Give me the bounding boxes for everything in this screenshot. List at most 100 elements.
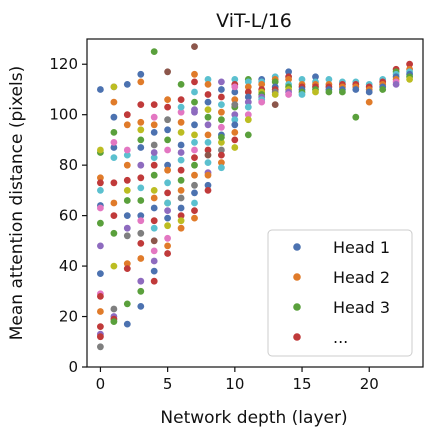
legend-marker <box>293 303 301 311</box>
data-point <box>97 146 104 154</box>
data-point <box>204 106 212 113</box>
y-tick-label: 60 <box>59 207 78 225</box>
data-point <box>218 78 225 86</box>
data-point <box>123 146 131 154</box>
data-point <box>231 76 239 83</box>
data-point <box>97 204 104 212</box>
data-point <box>218 134 225 141</box>
data-point <box>191 181 198 189</box>
data-point <box>110 113 118 121</box>
data-point <box>218 151 225 159</box>
data-point <box>110 144 118 151</box>
data-point <box>177 212 185 220</box>
data-point <box>365 88 373 96</box>
data-point <box>191 106 198 113</box>
data-point <box>231 88 239 96</box>
data-point <box>244 103 252 111</box>
data-point <box>123 111 131 119</box>
data-point <box>177 81 185 88</box>
data-point <box>150 247 158 255</box>
y-tick-label: 80 <box>59 156 78 174</box>
legend-entries: Head 1 Head 2 Head 3... <box>293 238 390 347</box>
data-point <box>164 136 172 144</box>
data-point <box>177 166 185 174</box>
data-point <box>150 237 158 245</box>
data-point <box>231 83 239 91</box>
data-point <box>298 91 306 98</box>
data-point <box>97 86 104 93</box>
data-point <box>137 184 145 192</box>
data-point <box>177 118 185 126</box>
data-point <box>110 179 118 187</box>
plot-frame <box>86 38 424 368</box>
data-point <box>191 121 198 129</box>
data-point <box>177 156 185 164</box>
data-point <box>352 113 360 121</box>
data-point <box>218 101 225 108</box>
data-point <box>110 98 118 106</box>
data-point <box>150 257 158 265</box>
data-point <box>177 204 185 212</box>
data-point <box>150 48 158 55</box>
data-point <box>97 187 104 194</box>
data-point <box>137 126 145 134</box>
data-point <box>204 91 212 98</box>
data-point <box>164 214 172 222</box>
legend-label: ... <box>333 328 348 347</box>
data-point <box>231 111 239 119</box>
legend-label: Head 1 <box>333 238 390 257</box>
data-point <box>177 149 185 156</box>
data-point <box>164 96 172 103</box>
y-axis-label: Mean attention distance (pixels) <box>7 66 27 340</box>
data-point <box>312 88 319 96</box>
data-point <box>164 161 172 169</box>
data-point <box>191 78 198 86</box>
data-point <box>97 219 104 227</box>
data-point <box>191 161 198 169</box>
data-point <box>97 323 104 330</box>
data-point <box>204 121 212 129</box>
data-point <box>123 232 131 240</box>
y-tick-label: 120 <box>49 55 78 73</box>
data-point <box>271 78 279 86</box>
data-point <box>150 154 158 162</box>
data-point <box>137 136 145 144</box>
data-point <box>177 96 185 103</box>
data-point <box>285 91 292 98</box>
data-point <box>191 98 198 106</box>
data-point <box>110 199 118 207</box>
data-point <box>218 86 225 93</box>
data-point <box>177 194 185 202</box>
data-point <box>150 267 158 275</box>
legend-marker <box>293 273 301 281</box>
data-point <box>244 93 252 101</box>
data-point <box>137 229 145 237</box>
data-point <box>110 318 118 325</box>
legend-label: Head 3 <box>333 298 390 317</box>
data-point <box>150 277 158 285</box>
data-point <box>123 161 131 169</box>
data-point <box>204 151 212 159</box>
data-point <box>123 151 131 159</box>
data-point <box>218 108 225 116</box>
data-point <box>218 164 225 172</box>
data-point <box>137 255 145 262</box>
data-point <box>191 214 198 222</box>
data-point <box>204 98 212 106</box>
data-point <box>177 224 185 232</box>
data-point <box>204 139 212 146</box>
x-axis-ticks: 0 5 10 15 20 <box>96 367 379 393</box>
legend-marker <box>293 243 301 251</box>
data-point <box>271 101 279 108</box>
data-point <box>325 76 333 83</box>
data-point <box>137 277 145 285</box>
data-point <box>137 174 145 182</box>
data-point <box>231 116 239 124</box>
data-point <box>258 81 266 88</box>
data-point <box>191 189 198 197</box>
data-point <box>244 98 252 106</box>
data-point <box>244 83 252 91</box>
data-point <box>150 113 158 121</box>
data-point <box>164 116 172 124</box>
